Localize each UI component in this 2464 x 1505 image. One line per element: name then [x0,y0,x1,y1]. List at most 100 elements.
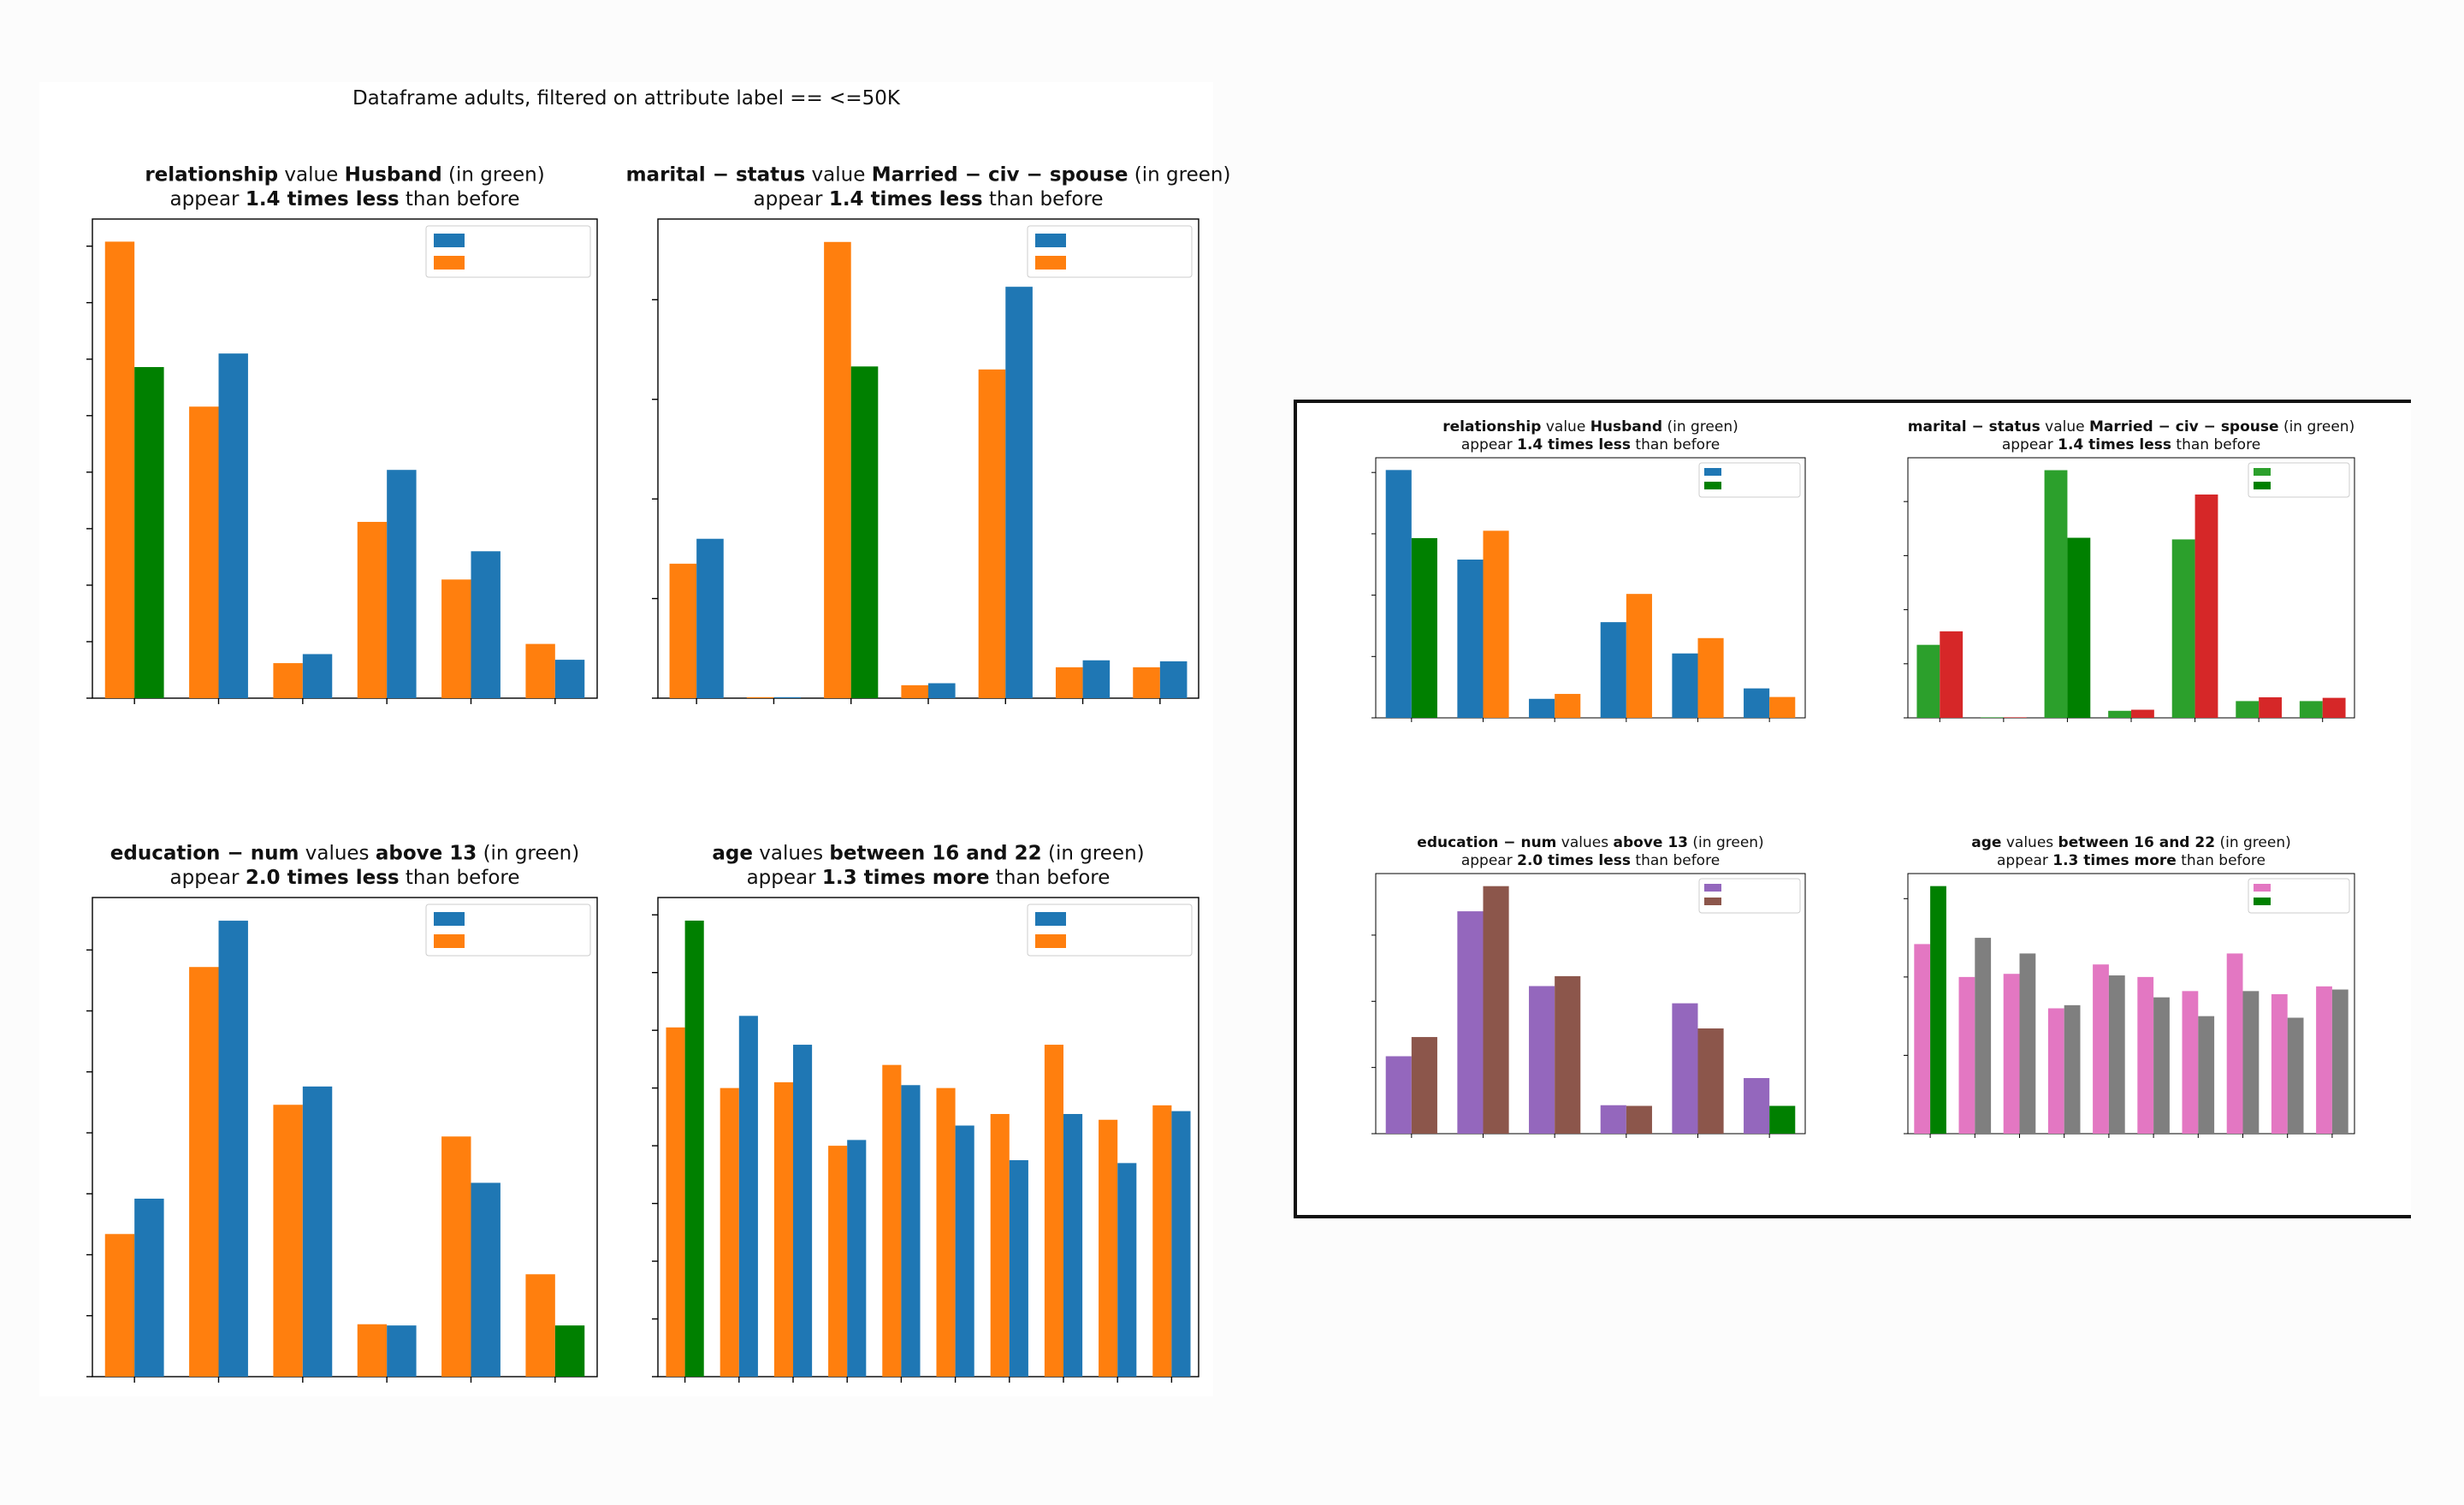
legend [425,904,591,957]
bar-before-51-58 [2271,994,2288,1134]
bar-before-51-58 [1099,1119,1118,1377]
bar-before-0-7 [1385,1056,1412,1134]
bar-after-divorced [1940,631,1964,718]
bar-after-26-30 [793,1045,813,1377]
legend [425,225,591,278]
bar-after-separated [2259,696,2282,718]
bar-before-divorced [669,563,697,698]
bar-after-45-51 [2242,991,2260,1134]
bar-after-married-spouse-absent [928,683,956,698]
bar-after-11-13 [471,1182,500,1377]
left-panel-relationship-values: relationship value Husband (in green)app… [86,163,598,704]
panel-title-part: above 13 [376,842,477,864]
bar-after-37-41 [955,1125,974,1377]
legend-box [425,904,591,957]
panel-title: marital − status value Married − civ − s… [626,163,1231,186]
bar-after-separated [1082,660,1111,698]
bar-after-wife [554,660,585,698]
panel-subtitle-part: appear [747,867,822,889]
bar-after-husband [1411,537,1437,718]
panel-title-part: Husband [1590,418,1662,436]
bar-after-37-41 [2153,997,2170,1134]
left-panel-marital-status-values: marital − status value Married − civ − s… [626,163,1231,704]
bar-after-wife [1769,696,1796,718]
bar-before-11-13 [1672,1003,1698,1134]
panel-title-part: above 13 [1614,834,1689,851]
panel-title-part: Married − civ − spouse [2089,418,2279,436]
bar-after-0-7 [1411,1037,1437,1134]
legend [1698,878,1801,914]
panel-title-part: (in green) [1662,418,1738,436]
axes-frame [92,897,598,1378]
panel-title-part: education − num [110,842,299,864]
bar-before-13-16 [525,1274,555,1377]
bar-before-wife [525,643,555,698]
bar-after-9-10 [1555,975,1581,1134]
bar-before-married-civ-spouse [824,241,851,698]
panel-title-part: (in green) [477,842,579,864]
legend-box [1027,904,1193,957]
legend-swatch [1035,934,1066,948]
panel-subtitle-part: appear [1461,852,1517,869]
bar-before-unmarried [441,579,471,698]
panel-subtitle-part: than before [2171,436,2260,453]
axes-frame [92,218,598,699]
bar-after-26-30 [2019,953,2036,1134]
panel-title: marital − status value Married − civ − s… [1908,418,2354,436]
right-panel-education-num-values: education − num values above 13 (in gree… [1371,834,1806,1138]
panel-subtitle-part: than before [400,188,520,210]
bar-before-divorced [1916,644,1940,718]
bar-after-married-af-spouse [2003,717,2027,718]
bar-before-9-10 [1529,986,1555,1134]
bar-after-married-civ-spouse [850,366,879,698]
axes-frame [657,897,1199,1378]
legend-swatch [434,912,465,926]
legend-swatch [1704,884,1721,892]
panel-subtitle-part: appear [1997,852,2052,869]
bar-after-widowed [1159,661,1188,698]
panel-title-part: value [805,163,871,186]
bar-before-30-33 [2047,1008,2064,1134]
bar-after-33-37 [901,1085,921,1377]
bar-before-not-in-family [1457,560,1484,718]
legend [1698,462,1801,498]
panel-subtitle: appear 1.4 times less than before [1461,436,1720,453]
panel-subtitle: appear 1.4 times less than before [754,188,1104,210]
panel-subtitle-part: 1.3 times more [822,867,990,889]
legend-box [1698,462,1801,498]
legend-swatch [434,934,465,948]
bar-after-30-33 [847,1140,867,1377]
bar-after-51-58 [1117,1163,1137,1377]
bar-after-41-45 [2198,1016,2215,1134]
bar-before-other-relative [273,663,303,698]
panel-subtitle-part: appear [170,188,246,210]
panel-title-part: value [278,163,344,186]
bar-before-never-married [2171,539,2195,718]
axes-frame [1907,873,2355,1135]
bar-before-41-45 [990,1114,1010,1377]
bar-after-58-90 [1171,1111,1191,1377]
panel-title-part: values [753,842,829,864]
bar-before-unmarried [1672,653,1698,718]
axes-frame [1375,457,1806,719]
panel-subtitle-part: appear [2002,436,2058,453]
bar-after-not-in-family [218,353,248,698]
panel-subtitle-part: appear [754,188,829,210]
bar-before-16-22 [666,1027,685,1377]
panel-title: age values between 16 and 22 (in green) [712,842,1144,864]
legend-swatch [1035,912,1066,926]
panel-subtitle: appear 1.4 times less than before [170,188,520,210]
bar-after-not-in-family [1483,530,1509,718]
panel-subtitle-part: 1.4 times less [1517,436,1631,453]
bar-before-58-90 [1152,1105,1172,1377]
panel-subtitle-part: appear [170,867,246,889]
panel-title-part: education − num [1417,834,1556,851]
panel-title: age values between 16 and 22 (in green) [1971,834,2290,851]
legend-box [1027,225,1193,278]
panel-title-part: Married − civ − spouse [872,163,1128,186]
legend [1027,225,1193,278]
bar-before-married-af-spouse [1981,717,2004,718]
legend-swatch [434,256,465,270]
bar-after-10-11 [1626,1105,1652,1134]
bar-after-married-civ-spouse [2067,537,2091,718]
